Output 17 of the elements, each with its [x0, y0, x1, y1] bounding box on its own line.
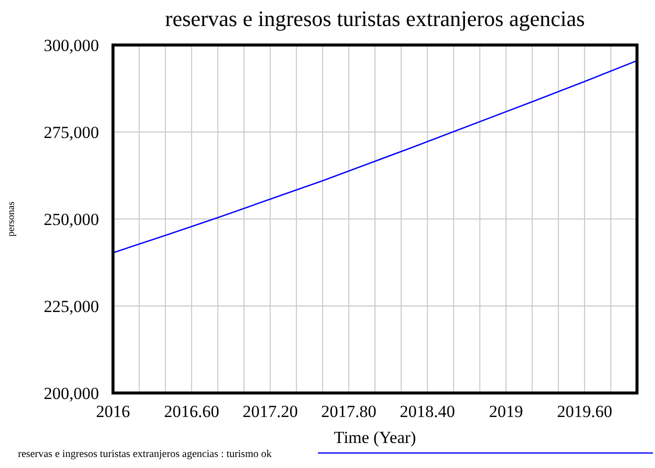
x-tick-label: 2018.40: [400, 402, 456, 421]
y-tick-label: 250,000: [44, 210, 99, 229]
x-tick-label: 2017.80: [321, 402, 376, 421]
y-tick-label: 300,000: [44, 36, 99, 55]
y-tick-label: 275,000: [44, 123, 99, 142]
line-series: [112, 60, 638, 254]
chart-title: reservas e ingresos turistas extranjeros agencias: [165, 6, 585, 31]
x-tick-label: 2019.60: [556, 402, 612, 421]
x-tick-label: 2019: [489, 402, 523, 421]
text: reservas e ingresos turistas extranjeros agencias : turismo ok: [18, 449, 272, 460]
y-tick-label: 225,000: [44, 297, 99, 316]
x-tick-label: 2017.20: [242, 402, 298, 421]
y-axis-title: personas: [6, 201, 17, 236]
x-tick-label: 2016: [96, 402, 130, 421]
x-tick-label: 2016.60: [164, 402, 220, 421]
x-axis-title: Time (Year): [334, 428, 416, 447]
y-tick-label: 200,000: [44, 384, 99, 403]
